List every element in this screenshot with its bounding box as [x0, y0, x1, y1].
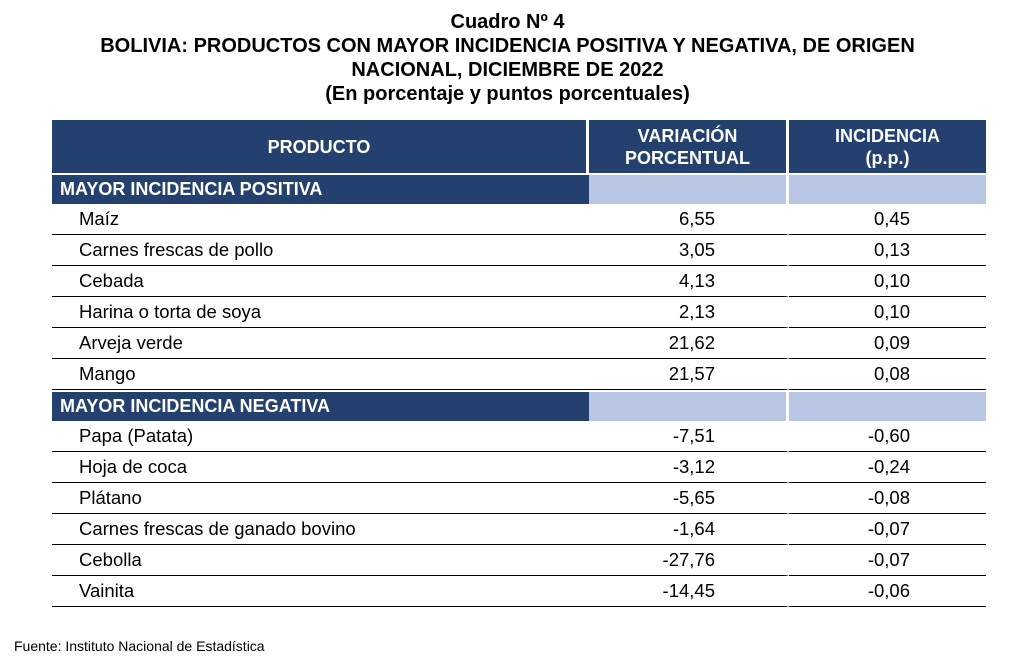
variacion-value: 4,13	[589, 266, 789, 297]
table-row: Hoja de coca -3,12 -0,24	[52, 452, 986, 483]
product-name: Cebolla	[52, 545, 589, 576]
incidencia-value: -0,07	[789, 514, 986, 545]
incidencia-value: -0,07	[789, 545, 986, 576]
table-body: MAYOR INCIDENCIA POSITIVA Maíz 6,55 0,45 Car…	[52, 173, 986, 607]
table-row: Cebada 4,13 0,10	[52, 266, 986, 297]
product-name: Papa (Patata)	[52, 421, 589, 452]
variacion-value: 3,05	[589, 235, 789, 266]
header-variacion: VARIACIÓN PORCENTUAL	[589, 120, 789, 173]
section-empty-cell	[789, 390, 986, 421]
incidencia-value: 0,10	[789, 297, 986, 328]
variacion-value: -7,51	[589, 421, 789, 452]
table-row: Carnes frescas de ganado bovino -1,64 -0,0…	[52, 514, 986, 545]
table-row: Arveja verde 21,62 0,09	[52, 328, 986, 359]
variacion-value: 21,57	[589, 359, 789, 390]
section-label: MAYOR INCIDENCIA NEGATIVA	[52, 390, 589, 421]
section-empty-cell	[789, 173, 986, 204]
product-name: Hoja de coca	[52, 452, 589, 483]
product-name: Plátano	[52, 483, 589, 514]
table-number: Cuadro Nº 4	[450, 11, 565, 33]
table-row: Papa (Patata) -7,51 -0,60	[52, 421, 986, 452]
data-table: PRODUCTO VARIACIÓN PORCENTUAL INCIDENCIA…	[52, 120, 986, 607]
variacion-value: 6,55	[589, 204, 789, 235]
variacion-value: 2,13	[589, 297, 789, 328]
header-incidencia: INCIDENCIA (p.p.)	[789, 120, 986, 173]
product-name: Carnes frescas de pollo	[52, 235, 589, 266]
header-incidencia-line1: INCIDENCIA	[834, 125, 940, 146]
incidencia-value: 0,10	[789, 266, 986, 297]
product-name: Arveja verde	[52, 328, 589, 359]
section-label: MAYOR INCIDENCIA POSITIVA	[52, 173, 589, 204]
source-note: Fuente: Instituto Nacional de Estadístic…	[14, 638, 265, 654]
table-row: Harina o torta de soya 2,13 0,10	[52, 297, 986, 328]
header-variacion-line2: PORCENTUAL	[625, 147, 750, 168]
table-row: Carnes frescas de pollo 3,05 0,13	[52, 235, 986, 266]
section-empty-cell	[589, 173, 789, 204]
incidencia-value: 0,09	[789, 328, 986, 359]
variacion-value: -3,12	[589, 452, 789, 483]
product-name: Harina o torta de soya	[52, 297, 589, 328]
incidencia-value: -0,24	[789, 452, 986, 483]
table-title: BOLIVIA: PRODUCTOS CON MAYOR INCIDENCIA …	[100, 35, 915, 57]
table-subtitle: (En porcentaje y puntos porcentuales)	[325, 83, 690, 105]
incidencia-value: -0,06	[789, 576, 986, 607]
table-row: Mango 21,57 0,08	[52, 359, 986, 390]
variacion-value: -5,65	[589, 483, 789, 514]
table-header: PRODUCTO VARIACIÓN PORCENTUAL INCIDENCIA…	[52, 120, 986, 173]
product-name: Maíz	[52, 204, 589, 235]
section-empty-cell	[589, 390, 789, 421]
product-name: Mango	[52, 359, 589, 390]
title-block: Cuadro Nº 4 BOLIVIA: PRODUCTOS CON MAYOR…	[0, 10, 1015, 106]
incidencia-value: -0,60	[789, 421, 986, 452]
header-variacion-line1: VARIACIÓN	[637, 125, 738, 146]
variacion-value: -1,64	[589, 514, 789, 545]
section-row: MAYOR INCIDENCIA POSITIVA	[52, 173, 986, 204]
table-row: Plátano -5,65 -0,08	[52, 483, 986, 514]
product-name: Carnes frescas de ganado bovino	[52, 514, 589, 545]
table-row: Vainita -14,45 -0,06	[52, 576, 986, 607]
section-row: MAYOR INCIDENCIA NEGATIVA	[52, 390, 986, 421]
product-name: Vainita	[52, 576, 589, 607]
incidencia-value: 0,45	[789, 204, 986, 235]
incidencia-value: 0,08	[789, 359, 986, 390]
variacion-value: 21,62	[589, 328, 789, 359]
variacion-value: -14,45	[589, 576, 789, 607]
variacion-value: -27,76	[589, 545, 789, 576]
table-title-line2: NACIONAL, DICIEMBRE DE 2022	[351, 59, 664, 81]
incidencia-value: 0,13	[789, 235, 986, 266]
header-producto: PRODUCTO	[52, 120, 589, 173]
table-row: Maíz 6,55 0,45	[52, 204, 986, 235]
header-incidencia-line2: (p.p.)	[865, 147, 910, 168]
product-name: Cebada	[52, 266, 589, 297]
table-row: Cebolla -27,76 -0,07	[52, 545, 986, 576]
incidencia-value: -0,08	[789, 483, 986, 514]
